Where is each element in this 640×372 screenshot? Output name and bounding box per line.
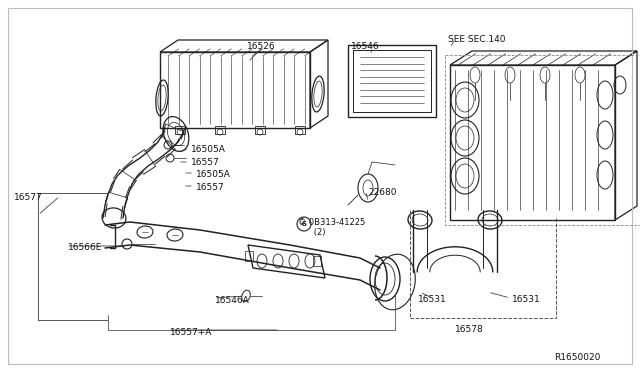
Text: 16557+A: 16557+A bbox=[170, 328, 212, 337]
Text: 16546: 16546 bbox=[351, 42, 380, 51]
Bar bbox=[175, 126, 185, 134]
Text: 16557: 16557 bbox=[196, 183, 225, 192]
Text: R1650020: R1650020 bbox=[554, 353, 600, 362]
Bar bbox=[295, 126, 305, 134]
Text: 16531: 16531 bbox=[418, 295, 447, 304]
Text: © 0B313-41225
      (2): © 0B313-41225 (2) bbox=[298, 218, 365, 237]
Text: 16505A: 16505A bbox=[191, 145, 226, 154]
Bar bbox=[313, 256, 321, 266]
Text: SEE SEC.140: SEE SEC.140 bbox=[448, 35, 506, 44]
Text: 22680: 22680 bbox=[368, 188, 397, 197]
Text: 16531: 16531 bbox=[512, 295, 541, 304]
Bar bbox=[245, 251, 253, 261]
Bar bbox=[255, 126, 265, 134]
Text: 16578: 16578 bbox=[455, 325, 484, 334]
Text: 16566E: 16566E bbox=[68, 243, 102, 252]
Text: 16526: 16526 bbox=[247, 42, 276, 51]
Text: 16557: 16557 bbox=[191, 158, 220, 167]
Bar bbox=[348, 45, 436, 117]
Text: 16505A: 16505A bbox=[196, 170, 231, 179]
Bar bbox=[215, 126, 225, 134]
Text: 16577: 16577 bbox=[14, 193, 43, 202]
Text: 16546A: 16546A bbox=[215, 296, 250, 305]
Bar bbox=[353, 50, 431, 112]
Text: S: S bbox=[301, 221, 307, 227]
